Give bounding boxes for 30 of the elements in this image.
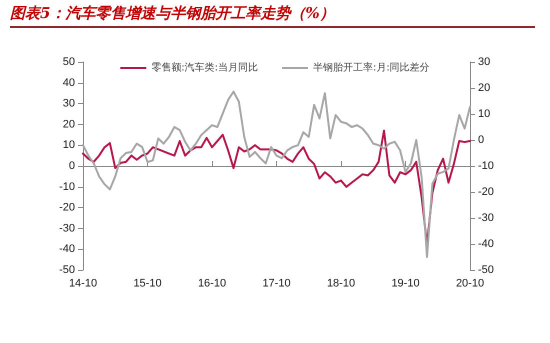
x-tick-label: 15-10: [133, 278, 162, 290]
y2-tick-label: -30: [478, 212, 494, 224]
y2-tick-label: -10: [478, 160, 494, 172]
y2-tick-label: -20: [478, 186, 494, 198]
chart-title: 图表5：汽车零售增速与半钢胎开工率走势（%）: [10, 4, 535, 28]
y2-tick-label: 20: [478, 82, 490, 94]
legend-label: 半钢胎开工率:月:同比差分: [313, 62, 430, 74]
y-tick-label: 50: [62, 56, 75, 68]
y2-tick-label: -40: [478, 238, 494, 250]
y-tick-label: -50: [59, 264, 75, 276]
y-tick-label: 20: [62, 118, 75, 130]
x-tick-label: 17-10: [262, 278, 291, 290]
y-tick-label: 10: [62, 139, 75, 152]
y-tick-label: 30: [62, 98, 75, 110]
y-tick-label: -10: [59, 180, 75, 193]
y2-tick-label: 0: [478, 134, 484, 146]
x-tick-label: 20-10: [456, 278, 484, 290]
y-tick-label: -20: [59, 202, 75, 214]
x-tick-label: 14-10: [68, 278, 98, 290]
y-tick-label: 0: [68, 160, 75, 172]
x-tick-label: 16-10: [198, 278, 226, 290]
y2-tick-label: 30: [478, 56, 490, 68]
legend-label: 零售额:汽车类:当月同比: [151, 62, 258, 74]
y-tick-label: -40: [59, 243, 75, 256]
y-tick-label: -30: [59, 222, 75, 234]
x-tick-label: 19-10: [391, 278, 420, 290]
y2-tick-label: 10: [478, 108, 490, 120]
x-tick-label: 18-10: [326, 278, 356, 290]
y2-tick-label: -50: [478, 264, 494, 276]
y-tick-label: 40: [62, 76, 75, 89]
